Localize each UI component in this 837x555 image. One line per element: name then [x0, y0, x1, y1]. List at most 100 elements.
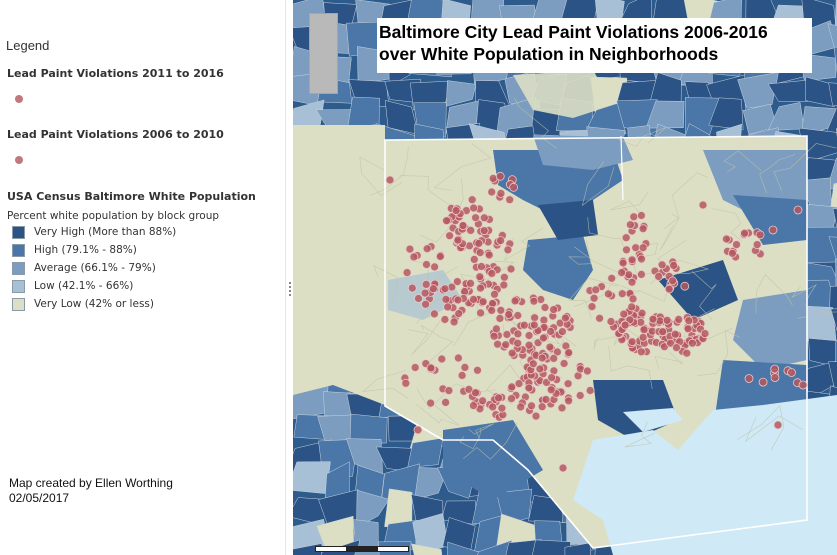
panel-splitter[interactable]: [285, 0, 294, 555]
violation-point[interactable]: [524, 331, 534, 340]
violation-point[interactable]: [441, 294, 451, 304]
violation-point[interactable]: [409, 252, 419, 262]
violation-point[interactable]: [451, 206, 461, 216]
violation-point[interactable]: [669, 260, 679, 270]
violation-point[interactable]: [469, 294, 478, 304]
violation-point[interactable]: [405, 244, 415, 254]
violation-point[interactable]: [453, 295, 463, 305]
violation-point[interactable]: [476, 262, 486, 271]
violation-point[interactable]: [445, 231, 455, 241]
violation-point[interactable]: [636, 347, 646, 357]
violation-point[interactable]: [487, 305, 497, 315]
violation-point[interactable]: [627, 277, 637, 287]
violation-point[interactable]: [585, 386, 595, 395]
violation-point[interactable]: [546, 326, 556, 336]
violation-point[interactable]: [504, 310, 514, 319]
violation-point[interactable]: [595, 313, 605, 323]
violation-point[interactable]: [627, 302, 637, 312]
violation-point[interactable]: [435, 252, 445, 261]
violation-point[interactable]: [413, 425, 423, 435]
violation-point[interactable]: [768, 225, 778, 235]
violation-point[interactable]: [560, 313, 570, 323]
violation-point[interactable]: [441, 397, 451, 407]
violation-point[interactable]: [658, 327, 668, 337]
violation-point[interactable]: [758, 377, 768, 387]
violation-point[interactable]: [606, 317, 616, 326]
violation-point[interactable]: [732, 240, 741, 250]
violation-point[interactable]: [469, 203, 479, 213]
violation-point[interactable]: [541, 395, 551, 404]
violation-point[interactable]: [478, 297, 488, 307]
violation-point[interactable]: [575, 391, 585, 400]
violation-point[interactable]: [475, 248, 485, 258]
violation-point[interactable]: [529, 320, 539, 330]
violation-point[interactable]: [639, 325, 649, 335]
violation-point[interactable]: [473, 365, 482, 375]
violation-point[interactable]: [444, 386, 454, 396]
violation-point[interactable]: [467, 195, 477, 205]
violation-point[interactable]: [466, 225, 476, 235]
violation-point[interactable]: [621, 233, 631, 243]
violation-point[interactable]: [494, 393, 504, 403]
violation-point[interactable]: [429, 309, 439, 319]
violation-point[interactable]: [507, 382, 517, 392]
violation-point[interactable]: [479, 226, 489, 236]
violation-point[interactable]: [664, 284, 674, 294]
violation-point[interactable]: [798, 380, 808, 390]
violation-point[interactable]: [510, 296, 520, 306]
violation-point[interactable]: [557, 327, 567, 337]
violation-point[interactable]: [488, 402, 498, 412]
violation-point[interactable]: [564, 396, 574, 406]
violation-point[interactable]: [770, 364, 780, 374]
violation-point[interactable]: [721, 234, 731, 244]
violation-point[interactable]: [629, 212, 639, 222]
violation-point[interactable]: [687, 338, 697, 348]
violation-point[interactable]: [507, 394, 516, 404]
violation-point[interactable]: [458, 221, 468, 231]
violation-point[interactable]: [428, 284, 438, 294]
violation-point[interactable]: [752, 240, 762, 250]
violation-point[interactable]: [490, 289, 499, 299]
violation-point[interactable]: [637, 308, 647, 318]
violation-point[interactable]: [421, 279, 431, 289]
violation-point[interactable]: [552, 347, 562, 357]
zoom-slider[interactable]: [309, 13, 338, 94]
violation-point[interactable]: [654, 272, 664, 281]
violation-point[interactable]: [589, 293, 599, 303]
violation-point[interactable]: [531, 411, 541, 421]
violation-point[interactable]: [487, 268, 497, 278]
violation-point[interactable]: [684, 316, 694, 326]
violation-point[interactable]: [471, 213, 481, 223]
violation-point[interactable]: [607, 273, 617, 283]
violation-point[interactable]: [627, 337, 637, 347]
violation-point[interactable]: [401, 378, 411, 388]
violation-point[interactable]: [564, 348, 574, 358]
violation-point[interactable]: [484, 250, 494, 260]
violation-point[interactable]: [426, 363, 436, 373]
violation-point[interactable]: [793, 205, 803, 215]
violation-point[interactable]: [563, 379, 573, 389]
violation-point[interactable]: [496, 188, 506, 198]
violation-point[interactable]: [628, 294, 638, 304]
violation-point[interactable]: [682, 348, 692, 358]
violation-point[interactable]: [637, 254, 646, 264]
violation-point[interactable]: [469, 254, 479, 264]
violation-point[interactable]: [402, 268, 412, 278]
violation-point[interactable]: [617, 289, 627, 299]
violation-point[interactable]: [474, 238, 484, 248]
violation-point[interactable]: [479, 213, 489, 223]
violation-point[interactable]: [528, 359, 538, 369]
violation-point[interactable]: [496, 305, 506, 315]
violation-point[interactable]: [507, 348, 517, 358]
violation-point[interactable]: [648, 314, 658, 324]
violation-point[interactable]: [475, 272, 485, 282]
violation-point[interactable]: [476, 283, 485, 293]
violation-point[interactable]: [698, 200, 708, 210]
violation-point[interactable]: [530, 313, 540, 323]
violation-point[interactable]: [744, 374, 754, 383]
violation-point[interactable]: [535, 364, 545, 374]
violation-point[interactable]: [700, 329, 710, 339]
violation-point[interactable]: [618, 258, 628, 268]
violation-point[interactable]: [631, 243, 641, 253]
violation-point[interactable]: [524, 383, 534, 393]
